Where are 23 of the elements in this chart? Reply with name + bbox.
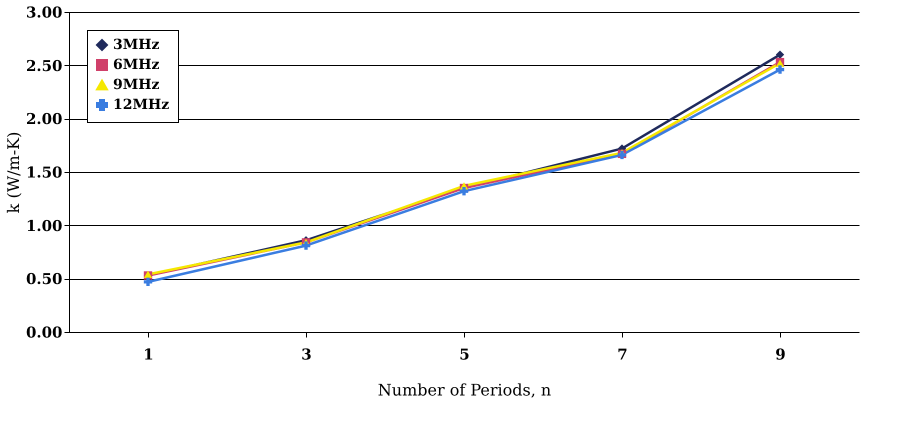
- y-tick-label: 1.00: [26, 216, 62, 235]
- x-tick-label: 1: [143, 346, 154, 364]
- y-tick-label: 0.50: [26, 270, 62, 288]
- point: [144, 278, 152, 286]
- x-tick-label: 7: [617, 346, 628, 364]
- legend-label: 9MHz: [113, 77, 160, 93]
- y-tick-label: 2.50: [26, 56, 62, 75]
- point: [460, 187, 468, 196]
- y-axis-title: k (W/m-K): [4, 132, 23, 214]
- legend-label: 6MHz: [113, 57, 160, 73]
- legend-label: 3MHz: [113, 37, 160, 53]
- x-tick-label: 9: [775, 346, 786, 364]
- y-tick-label: 2.00: [26, 110, 62, 128]
- x-axis-title: Number of Periods, n: [378, 380, 552, 400]
- point: [302, 241, 310, 250]
- point: [776, 65, 784, 74]
- y-tick-label: 3.00: [26, 4, 62, 22]
- legend-label: 12MHz: [113, 97, 170, 113]
- y-tick-label: 0.00: [26, 324, 62, 342]
- x-tick-label: 5: [459, 346, 470, 364]
- point: [776, 50, 784, 59]
- x-tick-label: 3: [301, 346, 312, 364]
- y-tick-label: 1.50: [26, 164, 62, 182]
